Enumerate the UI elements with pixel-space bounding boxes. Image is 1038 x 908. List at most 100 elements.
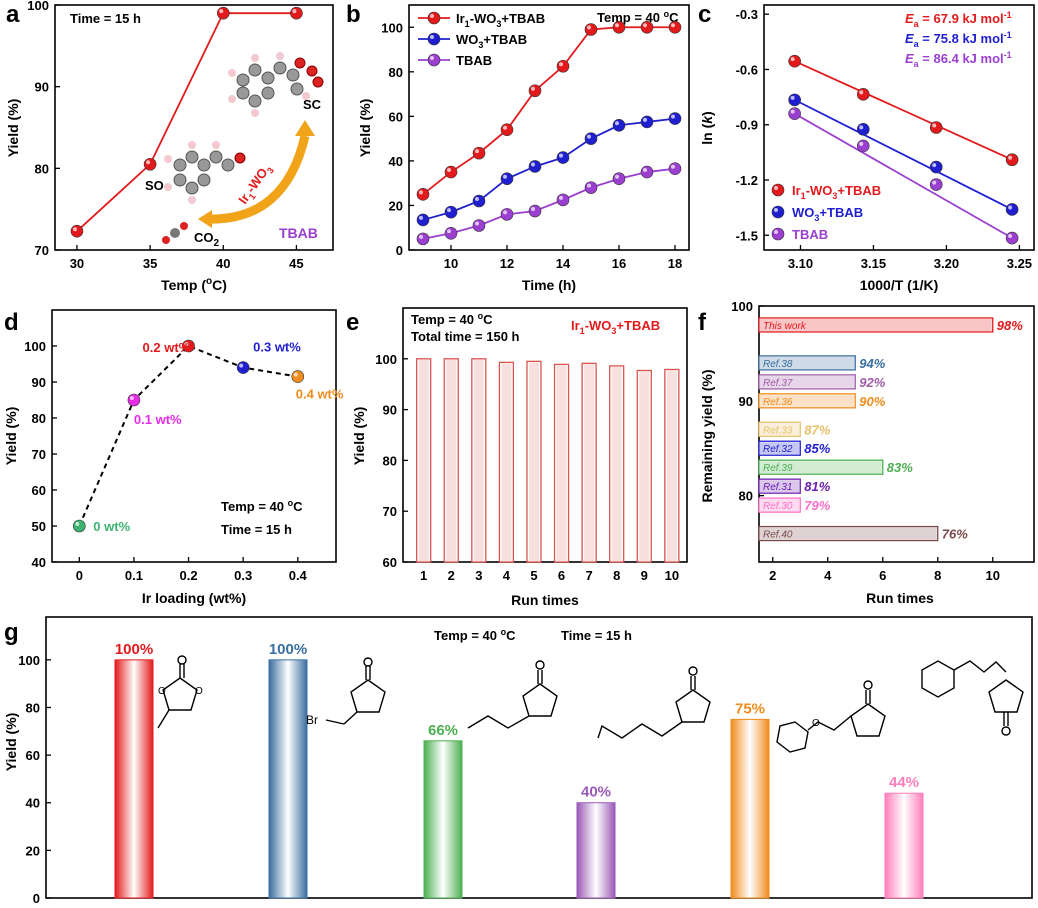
- point-b-0-0: [416, 188, 430, 201]
- x-axis-label-e: Run times: [511, 592, 579, 608]
- point-b-0-1: [444, 165, 458, 179]
- d-ytick-label-0: 40: [32, 555, 46, 570]
- point-b-2-2-shine: [475, 221, 479, 226]
- bar-f-label-1: Ref.38: [763, 359, 793, 370]
- point-b-2-3: [500, 208, 514, 221]
- a-xtick-label-1: 35: [143, 256, 157, 271]
- ea-label-0-ea_prefix: E: [905, 11, 914, 26]
- struct-o-1: O: [158, 686, 166, 697]
- ea-label-0-ea_sub: a: [914, 19, 920, 29]
- point-b-1-2-body: [472, 194, 486, 208]
- e-ytick-label-4: 100: [375, 352, 397, 367]
- point-a-1: [143, 157, 157, 171]
- c-ytick-label-2: -0.9: [736, 118, 758, 133]
- bar-g-label-3: 40%: [581, 784, 611, 801]
- panel-label-c: c: [698, 1, 711, 28]
- annotation-temp-d: Temp = 40 oC: [221, 498, 303, 514]
- bar-e-fill-9: [666, 370, 677, 561]
- point-b-0-3-body: [500, 123, 514, 137]
- bar-f-fill-7: [760, 480, 800, 493]
- g-ytick-label-1: 20: [26, 843, 40, 858]
- point-b-1-9-body: [668, 112, 682, 125]
- point-d-4: [291, 370, 305, 383]
- point-b-2-6-shine: [587, 183, 591, 188]
- point-b-1-3: [500, 172, 514, 186]
- e-ytick-label-3: 90: [383, 403, 397, 418]
- struct-o-ether: O: [812, 718, 820, 729]
- e-xtick-label-5: 6: [558, 568, 565, 583]
- y-axis-label-d: Yield (%): [3, 407, 19, 466]
- annotation-time-g: Time = 15 h: [561, 628, 632, 643]
- legend-b-marker-1-body: [427, 32, 441, 46]
- ea-unit-1: kJ mol: [959, 31, 1004, 46]
- point-b-1-0-body: [416, 213, 430, 227]
- f-ytick-label-2: 100: [731, 299, 753, 314]
- d-xtick-label-3: 0.3: [234, 568, 252, 583]
- bar-g-2: [423, 740, 463, 899]
- point-b-2-3-shine: [503, 210, 507, 215]
- point-b-1-4: [528, 160, 542, 173]
- point-d-3: [236, 361, 250, 374]
- point-c-2-2: [929, 178, 943, 191]
- point-c-1-2-body: [929, 160, 943, 174]
- point-c-0-0-body: [788, 54, 801, 68]
- point-b-1-5-shine: [559, 153, 563, 158]
- point-d-4-shine: [293, 372, 298, 377]
- point-b-2-0: [416, 232, 430, 246]
- panel-label-d: d: [4, 309, 19, 336]
- ea-unit-2: kJ mol: [959, 51, 1004, 66]
- structure-butyl-carbonate: [467, 660, 558, 729]
- plot-frame-c: [763, 4, 1035, 251]
- point-b-2-8-shine: [643, 168, 647, 173]
- bar-f-fill-3: [760, 394, 855, 407]
- point-b-0-8: [640, 20, 654, 34]
- axis-ticks-a: 30 35 40 45 70 80 90 100: [27, 0, 303, 271]
- axis-ticks-f: 2 4 6 8 10 80 90 100: [731, 299, 1000, 583]
- axis-ticks-e: 60 70 80 90 100 1 2 3 4 5 6 7 8 9 10: [375, 352, 679, 583]
- structure-bromo-carbonate: Br: [306, 657, 386, 727]
- point-b-0-6-shine: [587, 25, 591, 30]
- point-b-1-0-shine: [419, 215, 423, 220]
- panel-label-a: a: [6, 1, 20, 28]
- panel-label-b: b: [346, 1, 361, 28]
- struct-o-2: O: [195, 686, 203, 697]
- bar-g-3: [576, 802, 616, 899]
- legend-c-marker-2: [771, 227, 785, 241]
- bar-g-label-2: 66%: [428, 722, 458, 739]
- point-a-0-shine: [72, 227, 77, 232]
- axis-ticks-b: 10 12 14 16 18 0 20 40 60 80 100: [381, 20, 682, 271]
- e-xtick-label-7: 8: [613, 568, 620, 583]
- point-a-0-body: [70, 224, 84, 238]
- annotation-time-d: Time = 15 h: [221, 522, 292, 537]
- point-d-1: [127, 393, 141, 407]
- bar-f-0: [758, 317, 994, 333]
- panel-label-e: e: [346, 309, 359, 336]
- annotation-temp-e: Temp = 40 oC: [411, 311, 493, 327]
- point-d-2: [182, 339, 195, 353]
- point-c-1-0: [788, 93, 801, 107]
- y-axis-label-f: Remaining yield (%): [699, 369, 715, 502]
- bar-e-fill-0: [418, 359, 429, 561]
- point-c-2-1-shine: [859, 141, 864, 146]
- ea-label-0: Ea = 67.9 kJ mol-1: [905, 10, 1012, 29]
- point-b-1-9-shine: [671, 114, 675, 119]
- axis-ticks-d: 0 0.1 0.2 0.3 0.4 40 50 60 70 80 90 100: [24, 339, 307, 583]
- point-b-1-7-body: [612, 118, 626, 132]
- series-e: [416, 358, 680, 563]
- bar-f-label-3: Ref.36: [763, 397, 793, 408]
- panel-label-f: f: [698, 309, 707, 336]
- point-c-2-1-body: [856, 139, 870, 153]
- legend-b-label-1-b: +TBAB: [483, 32, 527, 47]
- e-xtick-label-4: 5: [530, 568, 537, 583]
- bar-f-label-9: Ref.40: [763, 530, 793, 541]
- legend-b-label-0-s2: 3: [496, 19, 501, 29]
- y-axis-label-g: Yield (%): [3, 713, 19, 772]
- label-tbab-a: TBAB: [279, 225, 318, 241]
- point-d-1-body: [127, 393, 141, 407]
- e-ytick-label-0: 60: [383, 555, 397, 570]
- legend-c-label-1-a: WO: [792, 205, 814, 220]
- bar-f-pct-7: 81%: [804, 479, 830, 494]
- point-b-1-6: [584, 132, 598, 145]
